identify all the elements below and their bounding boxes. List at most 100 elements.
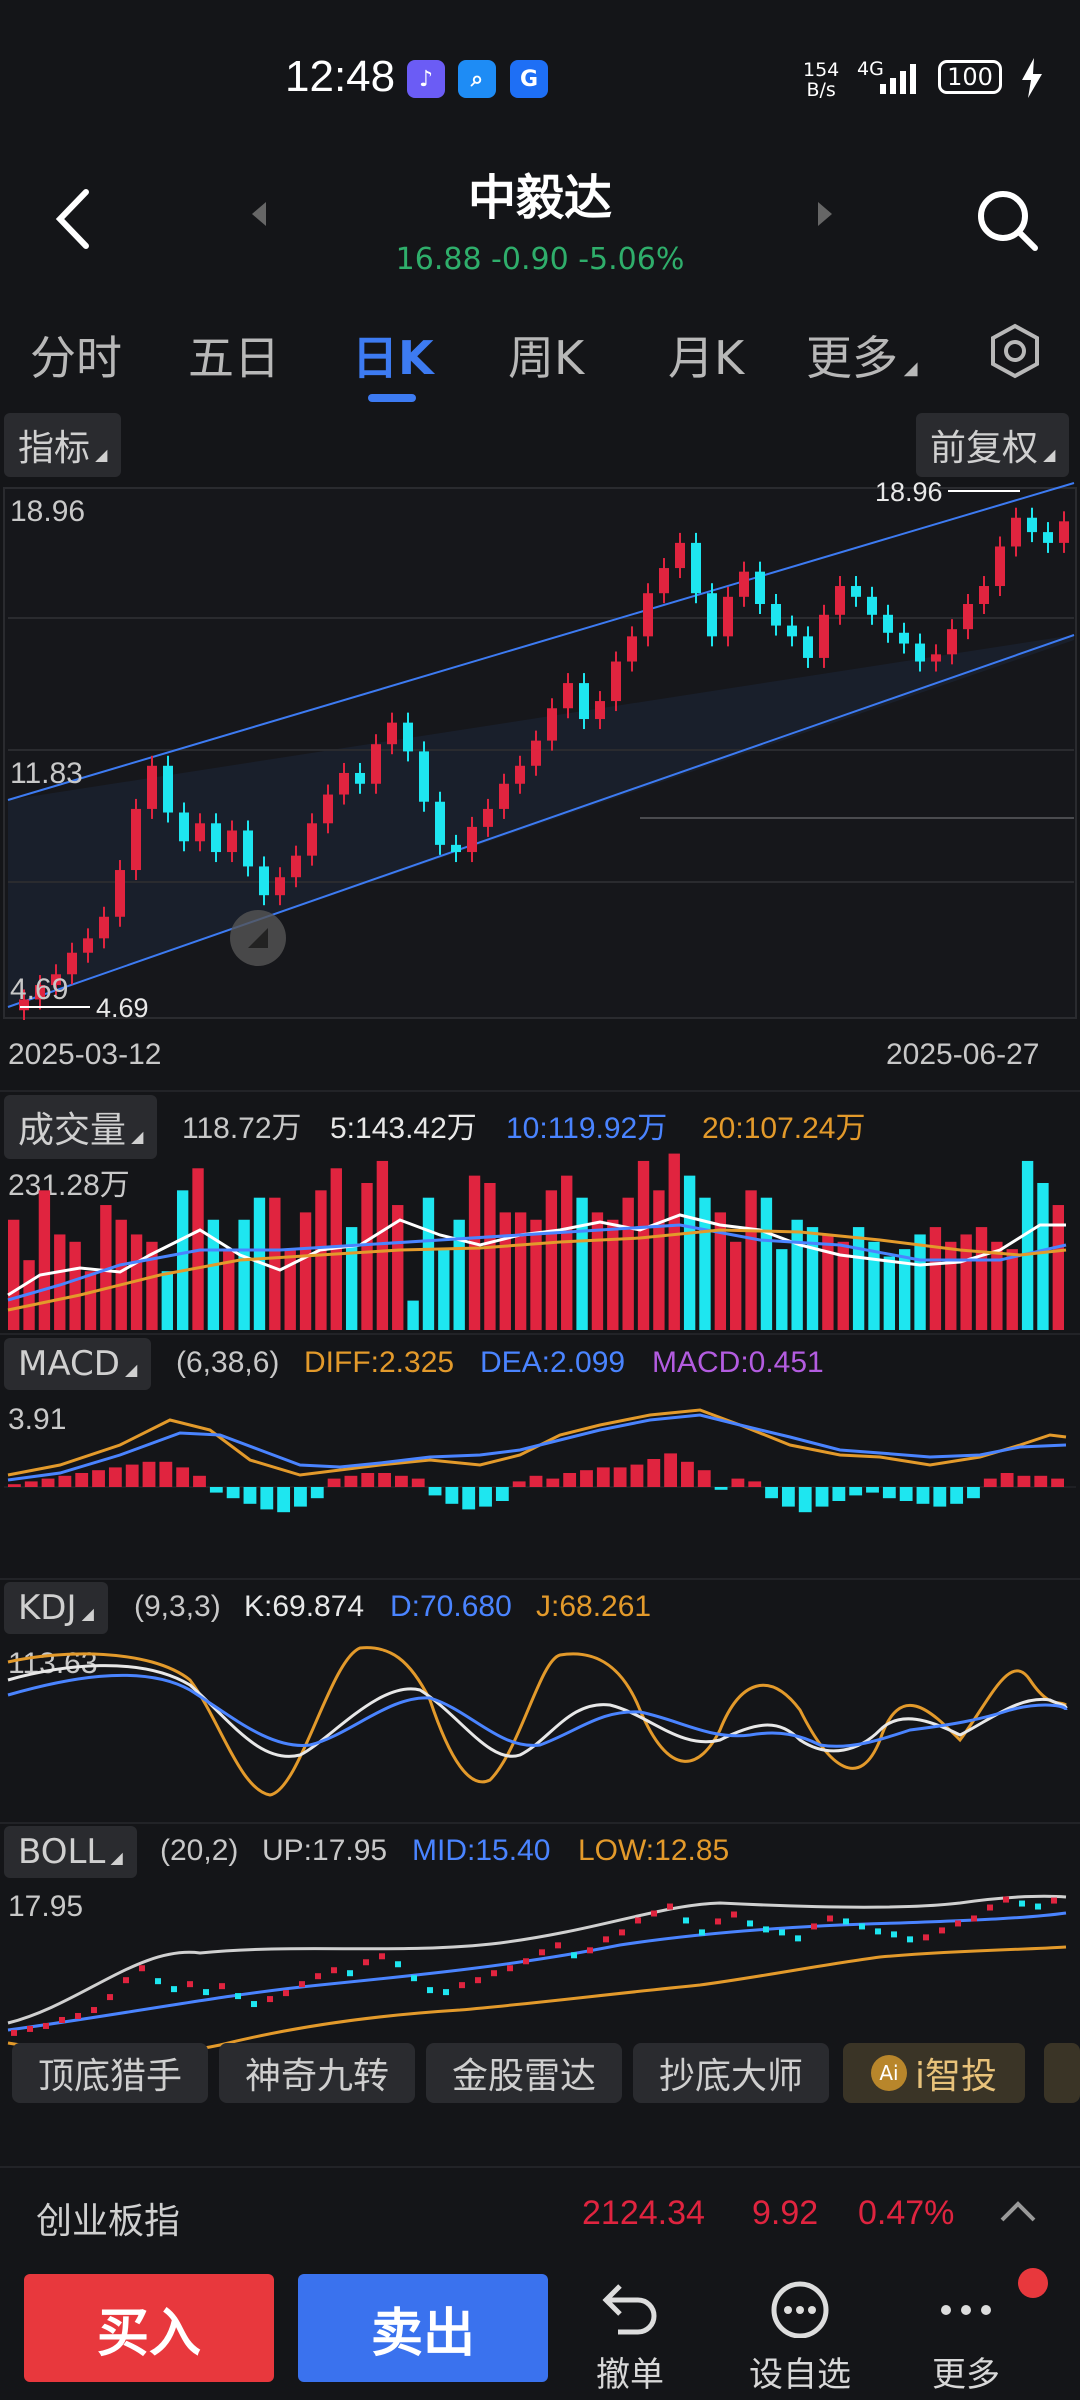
volume-bar: [683, 1175, 696, 1330]
tab-intraday[interactable]: 分时: [30, 331, 122, 385]
boll-candle: [171, 1986, 177, 1993]
boll-candle: [43, 2022, 49, 2029]
tab-weekly-k[interactable]: 周K: [508, 331, 585, 385]
bottom-action-bar: 买入 卖出 撤单 设自选 更多: [0, 2260, 1080, 2400]
search-icon[interactable]: [975, 188, 1041, 254]
macd-bar: [226, 1487, 240, 1499]
macd-bar: [967, 1487, 980, 1499]
macd-chip[interactable]: MACD ◢: [4, 1338, 152, 1390]
start-date: 2025-03-12: [8, 1038, 162, 1071]
macd-diff-line: [7, 1408, 1067, 1477]
index-ticker-bar[interactable]: 创业板指 2124.34 9.92 0.47%: [0, 2166, 1080, 2262]
tab-five-day[interactable]: 五日: [188, 331, 280, 385]
divider: [0, 1333, 1080, 1335]
tool-top-bottom-hunter[interactable]: 顶底猎手: [12, 2043, 208, 2103]
volume-chip[interactable]: 成交量 ◢: [4, 1095, 158, 1159]
candle: [211, 823, 221, 853]
candlestick-chart[interactable]: [0, 480, 1080, 1020]
volume-bar: [1037, 1182, 1049, 1330]
macd-bar: [58, 1475, 72, 1487]
boll-candle: [571, 1952, 577, 1959]
candle: [595, 701, 605, 720]
kdj-params: (9,3,3): [134, 1590, 221, 1623]
signal-icon: [880, 64, 916, 94]
candle: [307, 823, 317, 856]
adjust-chip[interactable]: 前复权 ◢: [916, 413, 1070, 477]
macd-bar: [563, 1473, 577, 1487]
candle: [563, 683, 573, 709]
boll-candle: [971, 1915, 977, 1922]
cancel-order-button[interactable]: 撤单: [580, 2280, 680, 2396]
prev-stock-icon[interactable]: [250, 200, 270, 228]
candle: [755, 571, 765, 605]
volume-bar: [422, 1197, 435, 1330]
candle: [883, 614, 893, 633]
tool-ai-invest[interactable]: Ai i智投: [843, 2043, 1025, 2103]
volume-chip-label: 成交量: [18, 1110, 127, 1151]
boll-max: 17.95: [8, 1890, 84, 1923]
volume-chart: [7, 1153, 1067, 1330]
volume-bar: [468, 1175, 481, 1330]
back-icon[interactable]: [52, 188, 92, 250]
buy-button[interactable]: 买入: [24, 2274, 274, 2382]
volume-bar: [161, 1271, 173, 1330]
macd-bar: [1051, 1478, 1064, 1487]
tool-gold-radar[interactable]: 金股雷达: [426, 2043, 622, 2103]
macd-dea-line: [7, 1413, 1067, 1482]
boll-up: UP:17.95: [262, 1834, 388, 1867]
kdj-d: D:70.680: [390, 1590, 512, 1623]
kdj-d-line: [7, 1673, 1068, 1748]
macd-bar: [193, 1475, 206, 1487]
macd-bar: [411, 1478, 425, 1487]
volume-bar: [745, 1190, 757, 1330]
collapse-arrow-icon: [248, 928, 268, 948]
settings-icon[interactable]: [986, 322, 1044, 380]
stock-quote: 16.88 -0.90 -5.06%: [395, 242, 685, 277]
tab-daily-k[interactable]: 日K: [352, 331, 434, 385]
boll-chip[interactable]: BOLL ◢: [4, 1826, 137, 1878]
undo-icon: [602, 2284, 657, 2335]
candle: [691, 542, 701, 594]
indicator-chip[interactable]: 指标 ◢: [4, 413, 122, 477]
macd-bar: [24, 1481, 38, 1487]
macd-bar: [983, 1478, 997, 1487]
low-marker-label: 4.69: [96, 993, 149, 1023]
macd-bar: [495, 1487, 509, 1501]
boll-candle: [843, 1918, 849, 1925]
add-watchlist-button[interactable]: 设自选: [740, 2280, 860, 2396]
volume-bar: [545, 1190, 558, 1330]
next-stock-icon[interactable]: [814, 200, 834, 228]
boll-candle: [875, 1928, 881, 1935]
tab-monthly-k[interactable]: 月K: [668, 331, 745, 385]
volume-bar: [607, 1219, 619, 1330]
candle: [387, 722, 397, 745]
tab-more-label: 更多: [806, 331, 898, 385]
sell-button[interactable]: 卖出: [298, 2274, 548, 2382]
boll-candle: [907, 1936, 913, 1943]
candle: [163, 765, 173, 813]
tab-more[interactable]: 更多 ◢: [806, 322, 918, 388]
volume-bar: [530, 1219, 542, 1330]
boll-candle: [859, 1923, 865, 1930]
volume-bar: [176, 1190, 189, 1330]
volume-bar: [576, 1197, 588, 1330]
volume-bar: [975, 1227, 988, 1330]
more-button[interactable]: 更多: [916, 2280, 1016, 2396]
index-change: 9.92: [752, 2194, 819, 2232]
volume-bar: [115, 1219, 127, 1330]
expand-up-icon[interactable]: [998, 2198, 1038, 2224]
tool-bottom-master[interactable]: 抄底大师: [633, 2043, 829, 2103]
boll-candle: [667, 1903, 673, 1910]
candle: [339, 772, 349, 795]
macd-bar: [580, 1470, 593, 1487]
volume-bar: [899, 1249, 911, 1330]
candle: [259, 866, 269, 896]
candle: [323, 794, 333, 824]
kdj-chart: [7, 1646, 1068, 1797]
kdj-chip[interactable]: KDJ ◢: [4, 1582, 108, 1634]
kdj-k: K:69.874: [244, 1590, 365, 1623]
tool-more-partial[interactable]: [1044, 2043, 1080, 2103]
divider: [0, 1822, 1080, 1824]
candle: [1011, 517, 1021, 547]
tool-magic-nine[interactable]: 神奇九转: [219, 2043, 415, 2103]
